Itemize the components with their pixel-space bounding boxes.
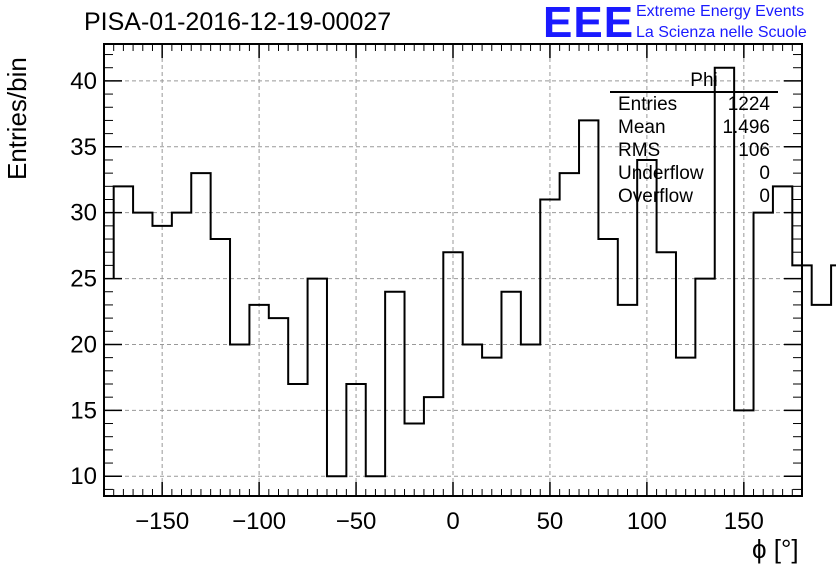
x-tick-label: −50 xyxy=(336,508,377,535)
y-axis-label: Entries/bin xyxy=(2,57,32,180)
chart-title: PISA-01-2016-12-19-00027 xyxy=(84,8,392,36)
stats-label: Mean xyxy=(618,117,666,138)
histogram-bin xyxy=(424,397,443,496)
logo-line-2: La Scienza nelle Scuole xyxy=(636,24,807,41)
y-tick-label: 30 xyxy=(70,200,97,227)
histogram-bin xyxy=(618,305,637,496)
histogram-bin xyxy=(288,384,307,496)
histogram-bin xyxy=(501,292,520,496)
x-tick-label: 0 xyxy=(446,508,459,535)
stats-value: 106 xyxy=(738,140,770,161)
histogram-bin xyxy=(521,344,540,496)
histogram-bin xyxy=(114,186,133,496)
logo-line-1: Extreme Energy Events xyxy=(636,3,805,20)
histogram-bin xyxy=(754,213,773,496)
stats-row: Overflow 0 xyxy=(610,185,778,208)
stats-title: Phi xyxy=(610,70,778,93)
grid-lines xyxy=(104,44,802,496)
stats-label: RMS xyxy=(618,140,661,161)
eee-logo: EEE xyxy=(543,0,635,47)
x-tick-label: 100 xyxy=(627,508,667,535)
histogram-bin xyxy=(308,279,327,496)
stats-row: Underflow 0 xyxy=(610,162,778,185)
histogram-bin xyxy=(695,279,714,496)
stats-value: 1.496 xyxy=(722,117,770,138)
histogram-bin xyxy=(211,239,230,496)
stats-value: 0 xyxy=(759,163,770,184)
x-tick-label: 150 xyxy=(724,508,764,535)
stats-label: Entries xyxy=(618,94,678,115)
histogram-bin xyxy=(405,424,424,496)
y-tick-label: 20 xyxy=(70,331,97,358)
histogram-bin xyxy=(773,186,792,496)
histogram-bin xyxy=(657,252,676,496)
y-tick-label: 10 xyxy=(70,463,97,490)
histogram-bin xyxy=(269,318,288,496)
stats-box: Phi Entries 1224 Mean 1.496 RMS 106 Unde… xyxy=(610,70,778,208)
histogram-bin xyxy=(385,292,404,496)
stats-row: Entries 1224 xyxy=(610,93,778,116)
plot-frame xyxy=(103,43,803,497)
stats-row: Mean 1.496 xyxy=(610,116,778,139)
histogram-bin xyxy=(191,173,210,496)
stats-row: RMS 106 xyxy=(610,139,778,162)
histogram-bin xyxy=(230,344,249,496)
histogram-bin xyxy=(463,344,482,496)
stats-label: Underflow xyxy=(618,163,704,184)
histogram-bin xyxy=(598,239,617,496)
histogram-bin xyxy=(482,358,501,496)
axis-ticks xyxy=(104,44,802,496)
x-tick-label: 50 xyxy=(537,508,564,535)
histogram-bin xyxy=(812,305,831,496)
y-tick-label: 40 xyxy=(70,68,97,95)
histogram-bin xyxy=(676,358,695,496)
y-tick-label: 25 xyxy=(70,266,97,293)
x-tick-label: −100 xyxy=(232,508,286,535)
histogram-bin xyxy=(133,213,152,496)
y-tick-label: 15 xyxy=(70,397,97,424)
histogram-outline xyxy=(112,66,836,478)
tick-labels: −150 −100 −50 0 50 100 150 10 15 20 25 30 35 40 xyxy=(70,68,764,535)
histogram-bin xyxy=(172,213,191,496)
histogram-bin xyxy=(579,120,598,496)
histogram-bin xyxy=(560,173,579,496)
stats-value: 0 xyxy=(759,186,770,207)
stats-value: 1224 xyxy=(727,94,770,115)
x-tick-label: −150 xyxy=(135,508,189,535)
stats-label: Overflow xyxy=(618,186,693,207)
x-axis-label: ϕ [°] xyxy=(752,534,799,564)
y-tick-label: 35 xyxy=(70,134,97,161)
